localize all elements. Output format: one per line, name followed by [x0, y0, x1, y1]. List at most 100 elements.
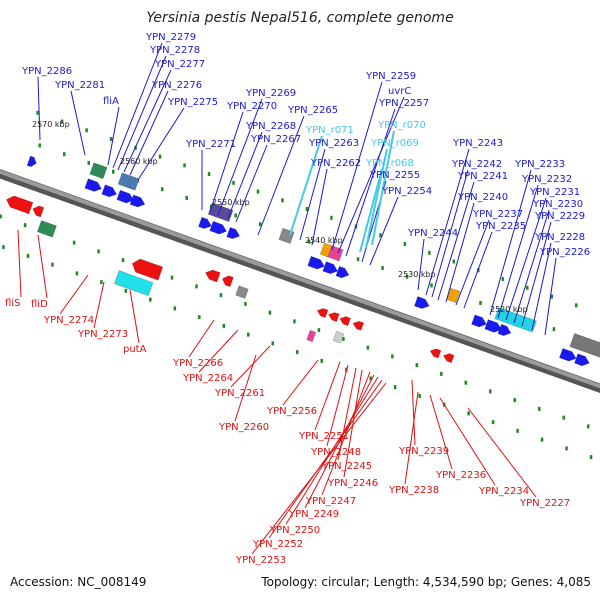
forward-gene-arrow	[198, 216, 212, 229]
forward-gene-arrow-shape	[101, 184, 117, 198]
reverse-gene-arrow	[328, 312, 340, 322]
reverse-gene-block-shape	[114, 270, 154, 297]
ruler-dot	[281, 198, 284, 203]
ruler-dot	[87, 160, 91, 165]
forward-gene-label: YPN_2241	[457, 171, 508, 182]
reverse-gene-arrow-shape	[429, 348, 442, 359]
reverse-leader-line	[337, 367, 357, 461]
ruler-dot	[244, 301, 247, 306]
reverse-gene-label: YPN_2247	[305, 496, 356, 507]
forward-gene-block	[494, 307, 537, 333]
forward-leader-line	[445, 202, 475, 303]
reverse-leader-line	[439, 397, 496, 486]
ruler-dot	[219, 293, 223, 298]
forward-leader-line	[337, 96, 405, 254]
forward-gene-arrow-shape	[198, 216, 212, 229]
reverse-gene-arrow-shape	[32, 205, 45, 218]
forward-gene-arrow-shape	[559, 348, 577, 362]
ruler-dot	[479, 300, 482, 305]
reverse-leader-line	[304, 374, 375, 509]
reverse-gene-label: YPN_2236	[435, 470, 486, 481]
forward-leader-line	[489, 169, 532, 316]
rna-gene-label: YPN_r071	[305, 125, 354, 136]
forward-gene-arrow-shape	[335, 266, 350, 279]
forward-gene-arrow-shape	[414, 296, 430, 309]
ruler-dot	[418, 393, 421, 398]
ruler-dot	[271, 341, 275, 346]
ruler-dot	[320, 358, 323, 363]
map-title: Yersinia pestis Nepal516, complete genom…	[146, 10, 454, 26]
forward-gene-block	[117, 172, 140, 191]
reverse-leader-line	[282, 359, 319, 406]
ruler-dot	[247, 332, 250, 337]
forward-gene-arrow-shape	[226, 227, 241, 240]
ruler-dot	[60, 119, 64, 124]
forward-leader-line	[521, 221, 552, 327]
reverse-gene-label: fliS	[5, 298, 20, 309]
forward-leader-line	[505, 197, 547, 321]
reverse-leader-line	[404, 391, 419, 485]
forward-gene-arrow	[226, 227, 241, 240]
forward-gene-arrow	[471, 314, 487, 328]
forward-leader-line	[311, 168, 328, 246]
forward-leader-line	[137, 107, 185, 181]
ruler-dot	[489, 389, 492, 394]
forward-gene-arrow-shape	[322, 261, 339, 275]
rna-leader-line	[359, 168, 383, 253]
rna-gene-label: YPN_r068	[365, 158, 414, 169]
forward-gene-arrow-shape	[84, 178, 102, 192]
reverse-gene-arrow	[222, 275, 234, 288]
reverse-gene-block	[235, 285, 249, 299]
forward-leader-line	[129, 90, 169, 176]
reverse-gene-block	[306, 329, 317, 343]
rna-leader-line	[371, 130, 395, 246]
forward-gene-label: YPN_2277	[154, 59, 205, 70]
forward-leader-line	[70, 90, 86, 156]
reverse-gene-label: YPN_2266	[172, 358, 223, 369]
rna-gene-label: YPN_r070	[377, 120, 426, 131]
ruler-dot	[268, 310, 272, 315]
ruler-tick-label: 2560 kbp	[120, 157, 158, 166]
reverse-leader-line	[93, 281, 105, 329]
forward-gene-label: uvrC	[388, 86, 411, 97]
forward-leader-line	[107, 106, 120, 166]
forward-gene-arrow	[322, 261, 339, 275]
forward-gene-block-shape	[117, 172, 140, 191]
reverse-gene-arrow	[131, 258, 164, 281]
reverse-leader-line	[234, 354, 257, 422]
reverse-leader-line	[230, 345, 271, 388]
forward-gene-label: YPN_2255	[369, 170, 420, 181]
forward-gene-label: YPN_2275	[167, 97, 218, 108]
forward-gene-label: YPN_2254	[381, 186, 432, 197]
reverse-gene-arrow	[32, 205, 45, 218]
rna-gene-label: YPN_r069	[370, 138, 419, 149]
ruler-dot	[467, 411, 470, 416]
ruler-dot	[160, 187, 164, 192]
forward-gene-block	[319, 242, 333, 258]
ruler-dot	[85, 128, 88, 133]
ruler-dot	[207, 172, 211, 177]
reverse-gene-arrow	[352, 320, 365, 331]
forward-gene-label: YPN_2263	[308, 138, 359, 149]
reverse-gene-arrow-shape	[6, 195, 34, 215]
reverse-leader-line	[429, 394, 453, 470]
forward-leader-line	[235, 144, 268, 223]
ruler-dot	[552, 327, 556, 332]
forward-gene-label: YPN_2265	[287, 105, 338, 116]
ruler-dot	[501, 277, 505, 282]
ruler-tick-label: 2550 kbp	[212, 198, 250, 207]
forward-leader-line	[455, 219, 490, 306]
ruler-dot	[491, 420, 495, 425]
ruler-tick-label: 2540 kbp	[305, 236, 343, 245]
forward-gene-arrow-shape	[307, 255, 325, 270]
ruler-dot	[586, 424, 590, 429]
forward-gene-label: YPN_2244	[407, 228, 458, 239]
ruler-dot	[158, 154, 162, 159]
forward-gene-arrow	[559, 348, 577, 362]
rna-leader-line	[289, 135, 323, 236]
forward-gene-arrow-shape	[209, 220, 227, 235]
ruler-dot	[97, 249, 100, 254]
ruler-dot	[550, 294, 554, 299]
forward-gene-label: YPN_2237	[472, 209, 523, 220]
forward-gene-arrow-shape	[26, 155, 37, 168]
